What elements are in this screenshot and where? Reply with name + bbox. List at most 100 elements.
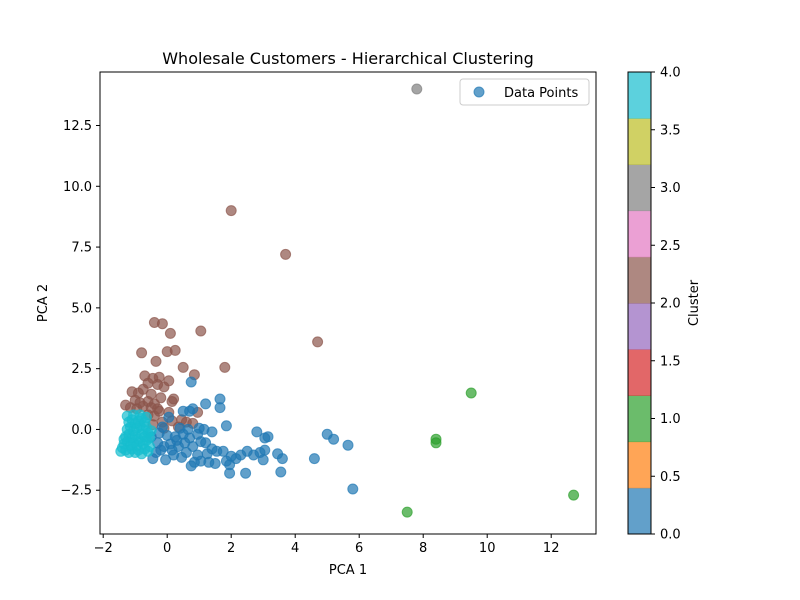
data-point-cluster-4 <box>118 433 130 445</box>
data-point-cluster-2 <box>219 361 231 373</box>
data-point-cluster-0 <box>200 398 212 410</box>
x-tick-label: 12 <box>543 541 560 556</box>
colorbar-tick-label: 3.5 <box>660 123 681 138</box>
data-point-cluster-0 <box>171 434 183 446</box>
colorbar-segment <box>628 487 651 535</box>
colorbar-segment <box>628 349 651 396</box>
colorbar-segment <box>628 210 651 258</box>
x-tick-label: 8 <box>419 541 427 556</box>
data-point-cluster-0 <box>224 467 236 479</box>
colorbar-segment <box>628 72 651 119</box>
data-point-cluster-1 <box>568 489 580 501</box>
data-point-cluster-0 <box>156 421 168 433</box>
colorbar-tick-label: 1.5 <box>660 354 681 369</box>
data-point-cluster-0 <box>259 444 271 456</box>
data-point-cluster-2 <box>312 336 324 348</box>
data-point-cluster-0 <box>251 426 263 438</box>
colorbar-tick-label: 1.0 <box>660 412 681 427</box>
data-point-cluster-2 <box>136 347 148 359</box>
x-axis-label: PCA 1 <box>329 563 367 578</box>
data-point-cluster-0 <box>185 376 197 388</box>
data-point-cluster-1 <box>401 506 413 518</box>
data-point-cluster-3 <box>411 83 423 95</box>
data-point-cluster-0 <box>259 432 271 444</box>
data-point-cluster-2 <box>195 325 207 337</box>
data-point-cluster-0 <box>174 422 186 434</box>
colorbar-tick-label: 0.5 <box>660 470 681 485</box>
legend-box <box>459 78 590 106</box>
colorbar-tick-label: 3.0 <box>660 181 681 196</box>
legend: Data Points <box>459 78 590 106</box>
colorbar-segment <box>628 303 651 350</box>
data-point-cluster-2 <box>137 383 149 395</box>
x-tick-label: 2 <box>227 541 235 556</box>
data-point-cluster-0 <box>220 455 232 467</box>
data-point-cluster-0 <box>185 460 197 472</box>
x-tick-label: 6 <box>355 541 363 556</box>
y-tick-label: −2.5 <box>60 484 92 499</box>
data-point-cluster-2 <box>166 396 178 407</box>
colorbar-segment <box>628 395 651 443</box>
x-axis: −2 0 2 4 6 8 10 12 <box>94 534 560 556</box>
data-point-cluster-0 <box>342 439 354 451</box>
data-point-cluster-4 <box>140 411 152 423</box>
plot-frame <box>99 71 597 535</box>
y-tick-label: 2.5 <box>71 362 92 377</box>
y-tick-label: 7.5 <box>71 241 92 256</box>
x-tick-label: 0 <box>163 541 171 556</box>
data-point-cluster-0 <box>308 453 320 465</box>
colorbar-tick-label: 2.0 <box>660 297 681 312</box>
data-point-cluster-1 <box>465 387 477 399</box>
data-point-cluster-0 <box>240 467 252 479</box>
points-layer <box>115 83 580 518</box>
colorbar-segment <box>628 441 651 489</box>
colorbar-ticks: 0.0 0.5 1.0 1.5 2.0 2.5 3.0 3.5 4.0 <box>651 66 681 543</box>
data-point-cluster-2 <box>150 355 162 367</box>
data-point-cluster-0 <box>328 433 340 445</box>
data-point-cluster-2 <box>158 381 170 393</box>
data-point-cluster-0 <box>272 448 284 460</box>
data-point-cluster-0 <box>214 402 226 414</box>
data-point-cluster-1 <box>430 437 442 449</box>
y-tick-label: 0.0 <box>71 423 92 438</box>
data-point-cluster-4 <box>145 425 157 437</box>
data-point-cluster-0 <box>184 405 196 417</box>
x-tick-label: 10 <box>479 541 496 556</box>
data-point-cluster-2 <box>280 248 292 260</box>
x-tick-label: −2 <box>94 541 113 556</box>
y-axis: −2.5 0.0 2.5 5.0 7.5 10.0 12.5 <box>60 119 100 499</box>
data-point-cluster-0 <box>193 422 205 434</box>
colorbar-segment <box>628 118 651 165</box>
data-point-cluster-2 <box>177 361 189 373</box>
data-point-cluster-0 <box>195 436 207 448</box>
colorbar-segment <box>628 164 651 212</box>
chart-title: Wholesale Customers - Hierarchical Clust… <box>162 49 534 68</box>
data-point-cluster-2 <box>156 318 168 330</box>
data-point-cluster-0 <box>201 448 213 460</box>
colorbar-tick-label: 2.5 <box>660 239 681 254</box>
data-point-cluster-2 <box>164 327 176 339</box>
legend-label: Data Points <box>504 86 578 101</box>
colorbar-segments <box>628 72 651 535</box>
y-tick-label: 10.0 <box>63 180 92 195</box>
y-tick-label: 12.5 <box>63 119 92 134</box>
y-axis-label: PCA 2 <box>36 284 51 322</box>
data-point-cluster-0 <box>160 454 172 466</box>
colorbar-segment <box>628 256 651 304</box>
data-point-cluster-0 <box>275 466 287 478</box>
colorbar-tick-label: 4.0 <box>660 66 681 81</box>
x-tick-label: 4 <box>291 541 299 556</box>
colorbar: 0.0 0.5 1.0 1.5 2.0 2.5 3.0 3.5 4.0 Cluster <box>627 66 702 543</box>
y-tick-label: 5.0 <box>71 301 92 316</box>
data-point-cluster-0 <box>206 426 218 438</box>
data-point-cluster-0 <box>347 483 359 495</box>
colorbar-tick-label: 0.0 <box>660 528 681 543</box>
data-point-cluster-0 <box>220 420 232 432</box>
data-point-cluster-0 <box>166 444 178 456</box>
legend-marker <box>473 86 485 98</box>
data-point-cluster-2 <box>225 205 237 217</box>
colorbar-label: Cluster <box>687 279 702 326</box>
data-point-cluster-0 <box>163 411 175 423</box>
data-point-cluster-2 <box>169 344 181 356</box>
